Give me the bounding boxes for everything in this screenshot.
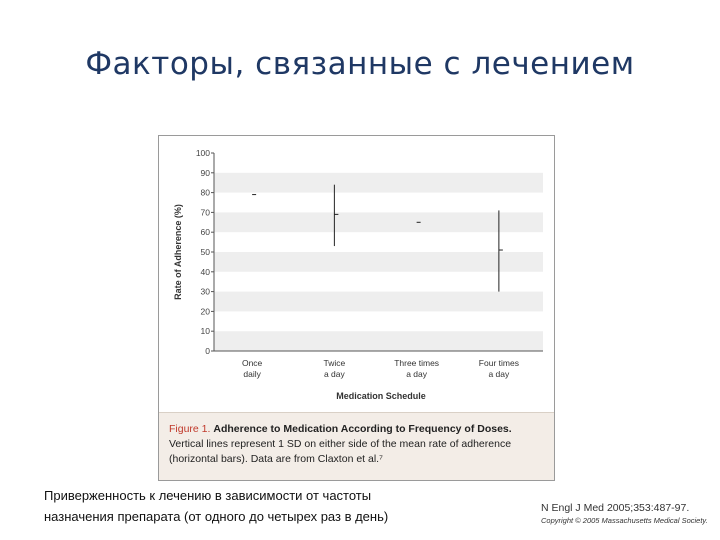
footnote-line-1: Приверженность к лечению в зависимости о… (44, 488, 372, 503)
y-tick-label: 50 (201, 247, 211, 257)
y-tick-label: 10 (201, 326, 211, 336)
y-tick-label: 60 (201, 227, 211, 237)
x-category-label: Four times (479, 358, 519, 368)
figure-panel: 0 10 20 30 40 50 60 70 80 90 100 Once daily Twice a d… (158, 135, 555, 481)
caption-line-1: Vertical lines represent 1 SD on either … (169, 438, 512, 450)
x-category-label: Twice (324, 358, 346, 368)
x-axis-label: Medication Schedule (336, 391, 426, 401)
slide-footnote: Приверженность к лечению в зависимости о… (44, 485, 514, 527)
grid-band (214, 212, 543, 233)
slide-title: Факторы, связанные с лечением (85, 46, 635, 82)
y-tick-label: 70 (201, 207, 211, 217)
y-tick-label: 40 (201, 267, 211, 277)
x-category-label: Once (242, 358, 263, 368)
grid-band (214, 291, 543, 312)
x-category-label: Three times (394, 358, 439, 368)
y-tick-label: 0 (205, 346, 210, 356)
caption-heading: Figure 1. Adherence to Medication Accord… (169, 422, 544, 437)
footnote-line-2: назначения препарата (от одного до четыр… (44, 509, 389, 524)
grid-band (214, 331, 543, 351)
figure-label: Figure 1. (169, 423, 211, 435)
citation-journal: N Engl J Med 2005;353:487-97. (541, 502, 690, 514)
y-tick-label: 90 (201, 168, 211, 178)
y-tick-label: 30 (201, 287, 211, 297)
figure-caption: Figure 1. Adherence to Medication Accord… (159, 412, 554, 480)
x-category-label: a day (324, 369, 346, 379)
figure-title: Adherence to Medication According to Fre… (213, 423, 512, 435)
caption-line-2: (horizontal bars). Data are from Claxton… (169, 453, 383, 465)
y-tick-label: 80 (201, 188, 211, 198)
y-tick-label: 100 (196, 148, 210, 158)
citation: N Engl J Med 2005;353:487-97. Copyright … (541, 501, 719, 526)
y-tick-label: 20 (201, 306, 211, 316)
citation-copyright: Copyright © 2005 Massachusetts Medical S… (541, 516, 708, 525)
y-axis-label: Rate of Adherence (%) (173, 204, 183, 300)
x-category-label: a day (406, 369, 428, 379)
x-category-label: a day (488, 369, 510, 379)
grid-band (214, 252, 543, 272)
grid-band (214, 172, 543, 193)
x-category-label: daily (243, 369, 261, 379)
